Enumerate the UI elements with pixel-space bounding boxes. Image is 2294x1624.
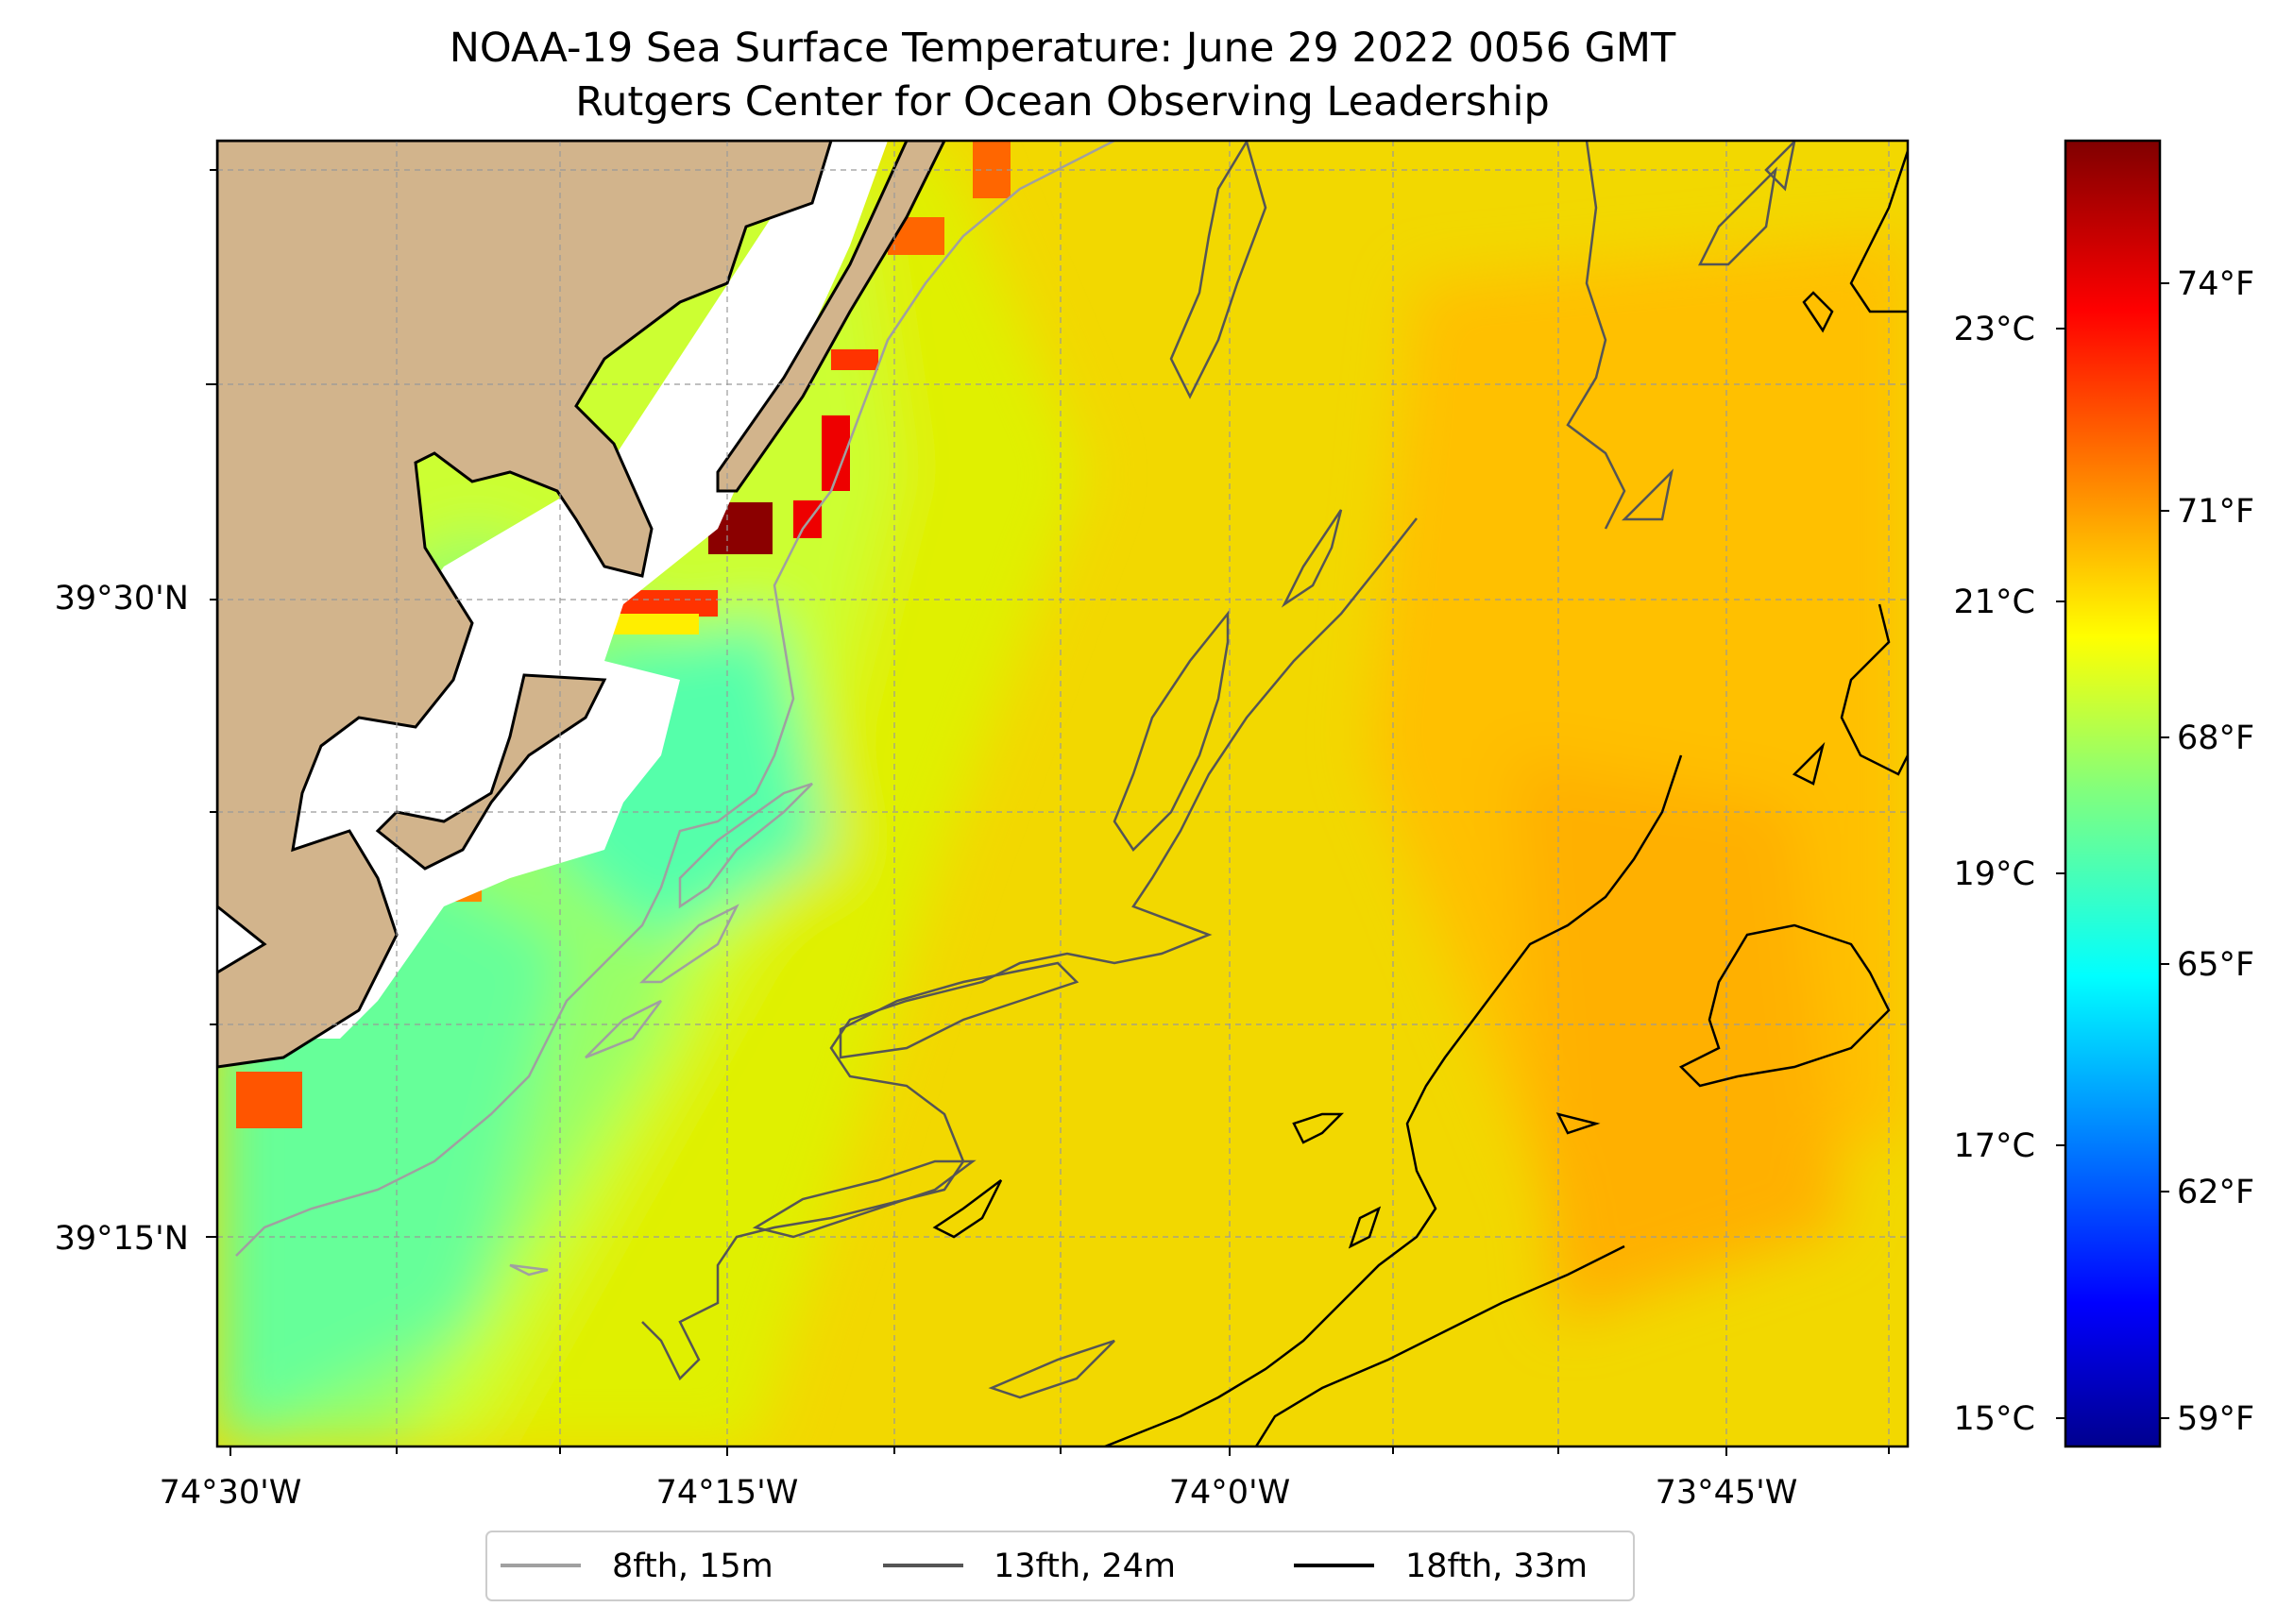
x-tick-label: 73°45'W bbox=[1656, 1474, 1798, 1512]
isobath-8fth bbox=[235, 141, 1115, 1277]
legend-item: 18fth, 33m bbox=[1294, 1548, 1588, 1585]
legend-box bbox=[485, 1531, 1635, 1601]
x-tick-label: 74°15'W bbox=[656, 1474, 799, 1512]
y-tick-labels: 39°30'N 39°15'N bbox=[55, 580, 189, 1258]
colorbar-celsius-labels: 23°C 21°C 19°C 17°C 15°C bbox=[1954, 311, 2035, 1438]
nodata-area bbox=[217, 141, 888, 1039]
bay-inlet bbox=[375, 673, 607, 871]
y-tick-label: 39°30'N bbox=[55, 580, 189, 617]
legend-label: 13fth, 24m bbox=[994, 1548, 1176, 1585]
fahrenheit-tick-label: 65°F bbox=[2177, 946, 2254, 984]
isobath-13fth bbox=[641, 141, 1796, 1399]
fahrenheit-tick-label: 68°F bbox=[2177, 719, 2254, 757]
celsius-tick-label: 15°C bbox=[1954, 1400, 2035, 1438]
map-panel[interactable] bbox=[217, 141, 1908, 1446]
fahrenheit-tick-label: 62°F bbox=[2177, 1174, 2254, 1211]
x-tick-label: 74°0'W bbox=[1169, 1474, 1291, 1512]
legend-label: 18fth, 33m bbox=[1405, 1548, 1588, 1585]
celsius-tick-label: 21°C bbox=[1954, 584, 2035, 621]
title-line-1: NOAA-19 Sea Surface Temperature: June 29… bbox=[450, 25, 1676, 72]
fahrenheit-tick-label: 59°F bbox=[2177, 1400, 2254, 1438]
legend-item: 13fth, 24m bbox=[883, 1548, 1176, 1585]
title-line-2: Rutgers Center for Ocean Observing Leade… bbox=[575, 78, 1550, 126]
fahrenheit-tick-label: 71°F bbox=[2177, 493, 2254, 531]
colorbar: 23°C 21°C 19°C 17°C 15°C 74°F 71°F 68°F … bbox=[1954, 139, 2254, 1448]
x-tick-labels: 74°30'W 74°15'W 74°0'W 73°45'W bbox=[160, 1474, 1798, 1512]
map-frame bbox=[215, 139, 1910, 1448]
y-tick-label: 39°15'N bbox=[55, 1220, 189, 1258]
minor-ticks bbox=[206, 169, 1890, 1456]
isobath-legend: 8fth, 15m 13fth, 24m 18fth, 33m bbox=[485, 1531, 1635, 1601]
celsius-tick-label: 17°C bbox=[1954, 1127, 2035, 1165]
barrier-island bbox=[716, 141, 946, 493]
colorbar-gradient bbox=[2064, 139, 2162, 1448]
celsius-tick-label: 19°C bbox=[1954, 855, 2035, 893]
fahrenheit-tick-label: 74°F bbox=[2177, 265, 2254, 303]
celsius-tick-label: 23°C bbox=[1954, 311, 2035, 348]
land-area bbox=[217, 141, 833, 1069]
isobath-18fth bbox=[932, 150, 1908, 1446]
legend-item: 8fth, 15m bbox=[501, 1548, 773, 1585]
graticule bbox=[217, 141, 1908, 1446]
colorbar-fahrenheit-labels: 74°F 71°F 68°F 65°F 62°F 59°F bbox=[2177, 265, 2254, 1438]
legend-label: 8fth, 15m bbox=[612, 1548, 773, 1585]
x-tick-label: 74°30'W bbox=[160, 1474, 302, 1512]
